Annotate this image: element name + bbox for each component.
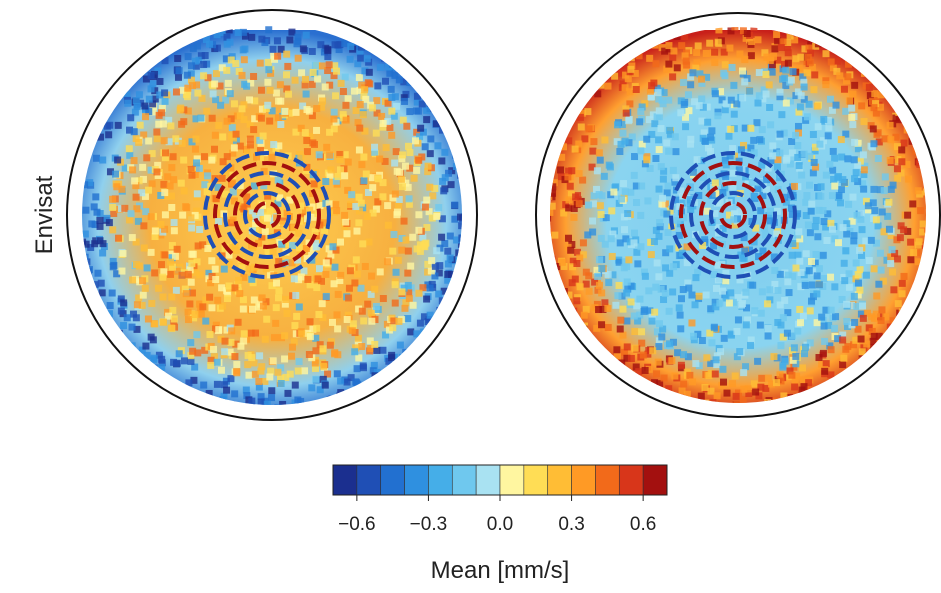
tick-label: 0.3 [558, 514, 584, 535]
colorbar-cell [356, 464, 382, 496]
tick-label: −0.3 [410, 514, 448, 535]
colorbar-cell [547, 464, 572, 496]
tick-label: 0.6 [630, 514, 656, 535]
colorbar-cell [428, 464, 453, 496]
colorbar-cell [451, 464, 477, 496]
colorbar-label: Mean [mm/s] [431, 557, 570, 584]
colorbar-cell [571, 464, 596, 496]
map-border [66, 9, 478, 421]
map-left [82, 26, 462, 405]
row-label: Envisat [31, 175, 58, 254]
colorbar-cell [499, 464, 525, 496]
colorbar-cell [380, 464, 405, 496]
colorbar-cell [642, 464, 668, 496]
colorbar-cell [523, 464, 549, 496]
map-border [535, 12, 941, 418]
colorbar-cell [618, 464, 644, 496]
colorbar-cell [595, 464, 620, 496]
colorbar-cell [475, 464, 501, 496]
colorbar-cell [404, 464, 429, 496]
colorbar-cell [332, 464, 358, 496]
map-right [550, 27, 926, 403]
tick-label: 0.0 [487, 514, 513, 535]
tick-label: −0.6 [338, 514, 376, 535]
